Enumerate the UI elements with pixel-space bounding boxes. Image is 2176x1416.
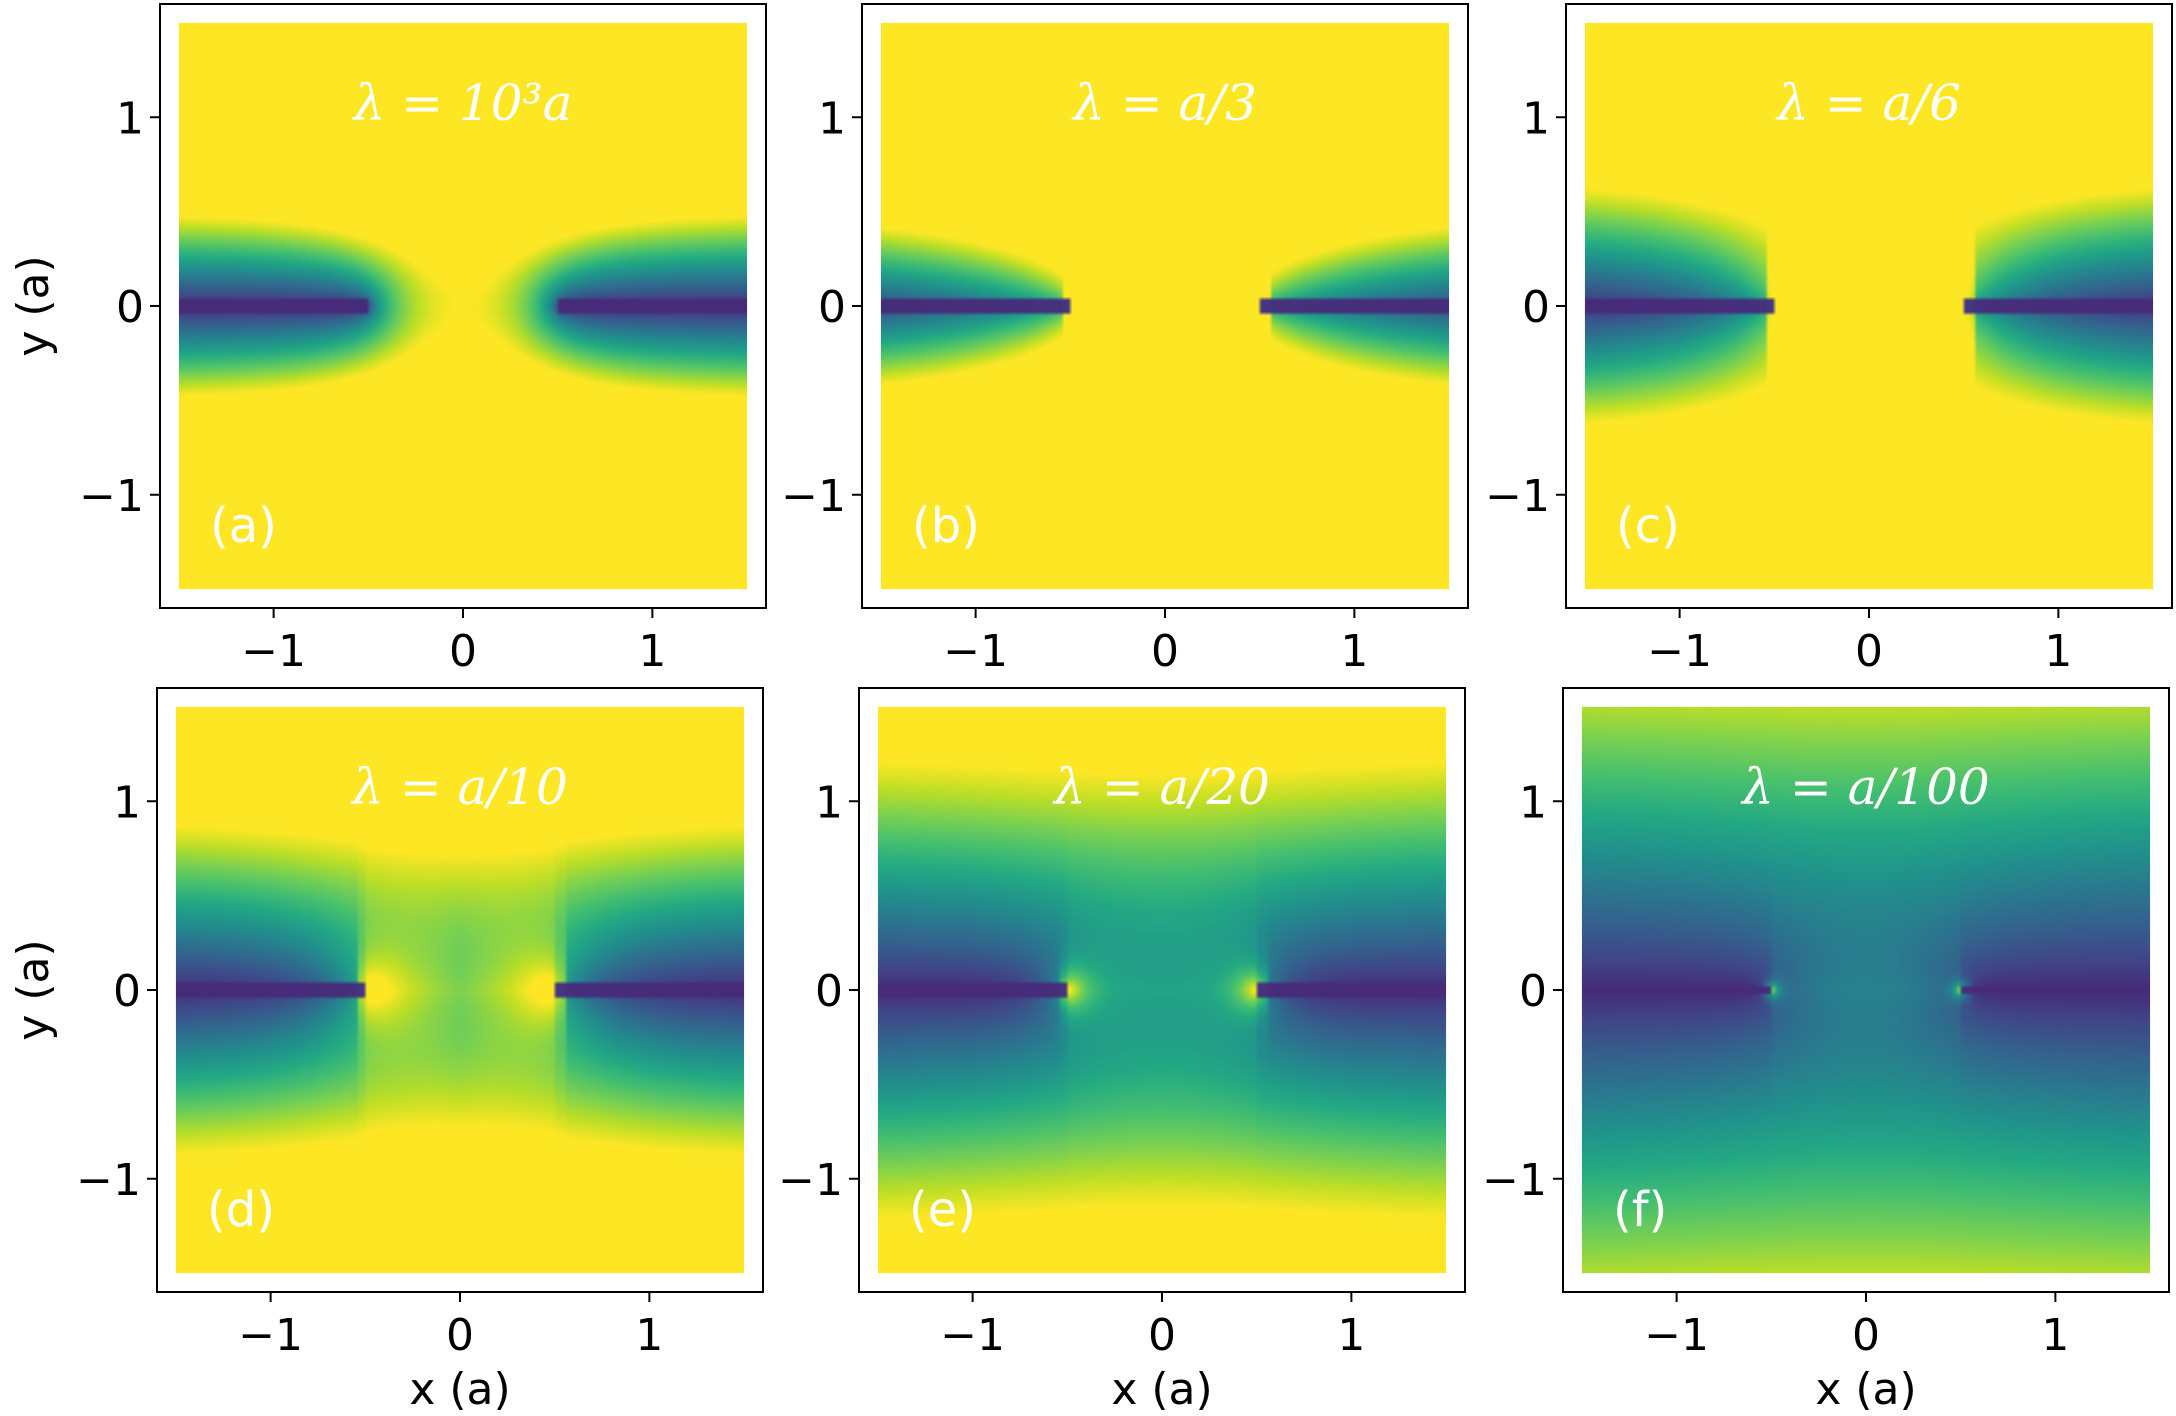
heatmap-image (178, 22, 748, 590)
x-tick-label: −1 (241, 626, 306, 677)
panel-e: −1 0 1 −1 0 1 λ = a/20 (e) x (a) (778, 687, 1466, 1415)
y-tick-label: 1 (815, 777, 843, 828)
x-axis-label: x (a) (1815, 1364, 1916, 1415)
panel-tag: (c) (1616, 498, 1680, 554)
heatmap-image (175, 706, 745, 1274)
y-tick-label: −1 (778, 1155, 843, 1206)
y-tick-label: 0 (815, 966, 843, 1017)
y-tick-label: −1 (781, 471, 846, 522)
panel-title: λ = 10³a (352, 74, 573, 132)
y-tick-label: −1 (1485, 471, 1550, 522)
y-tick-label: 0 (113, 966, 141, 1017)
y-tick-label: 0 (818, 282, 846, 333)
x-tick-label: 0 (1151, 626, 1179, 677)
y-tick-label: 0 (1522, 282, 1550, 333)
y-tick-label: −1 (1482, 1155, 1547, 1206)
y-axis-label: y (a) (8, 939, 59, 1040)
x-tick-label: 0 (1852, 1310, 1880, 1361)
heatmap-image (880, 22, 1450, 590)
panel-a: −1 0 1 −1 0 1 λ = 10³a (a) y (a) (8, 3, 767, 677)
panel-f: −1 0 1 −1 0 1 λ = a/100 (f) x (a) (1482, 687, 2170, 1415)
x-tick-label: −1 (943, 626, 1008, 677)
x-tick-label: 1 (2041, 1310, 2069, 1361)
x-tick-label: 1 (638, 626, 666, 677)
y-tick-label: 1 (818, 93, 846, 144)
x-tick-label: 0 (449, 626, 477, 677)
heatmap-image (1584, 22, 2154, 590)
y-tick-label: 1 (1522, 93, 1550, 144)
x-axis-label: x (a) (409, 1364, 510, 1415)
y-tick-label: 1 (116, 93, 144, 144)
panel-tag: (b) (912, 498, 980, 554)
panel-title: λ = a/6 (1775, 74, 1961, 132)
x-tick-label: −1 (1644, 1310, 1709, 1361)
x-tick-label: 1 (635, 1310, 663, 1361)
panel-c: −1 0 1 −1 0 1 λ = a/6 (c) (1485, 3, 2173, 677)
heatmap-image (877, 706, 1447, 1274)
x-tick-label: 0 (1855, 626, 1883, 677)
panel-title: λ = a/20 (1052, 758, 1270, 816)
y-tick-label: −1 (79, 471, 144, 522)
x-tick-label: 0 (446, 1310, 474, 1361)
panel-d: −1 0 1 −1 0 1 λ = a/10 (d) y (a) x (a) (8, 687, 764, 1415)
y-tick-label: 1 (113, 777, 141, 828)
panel-tag: (d) (207, 1182, 275, 1238)
x-tick-label: −1 (940, 1310, 1005, 1361)
y-tick-label: 0 (116, 282, 144, 333)
panel-b: −1 0 1 −1 0 1 λ = a/3 (b) (781, 3, 1469, 677)
panel-tag: (e) (909, 1182, 976, 1238)
x-tick-label: 0 (1148, 1310, 1176, 1361)
x-tick-label: 1 (1337, 1310, 1365, 1361)
x-tick-label: −1 (238, 1310, 303, 1361)
x-tick-label: 1 (1340, 626, 1368, 677)
panel-title: λ = a/3 (1071, 74, 1257, 132)
y-axis-label: y (a) (8, 255, 59, 356)
panel-title: λ = a/10 (350, 758, 568, 816)
y-tick-label: −1 (76, 1155, 141, 1206)
y-tick-label: 1 (1519, 777, 1547, 828)
y-tick-label: 0 (1519, 966, 1547, 1017)
panel-tag: (f) (1613, 1182, 1667, 1238)
heatmap-image (1581, 706, 2151, 1274)
x-axis-label: x (a) (1111, 1364, 1212, 1415)
panel-tag: (a) (210, 498, 277, 554)
x-tick-label: −1 (1647, 626, 1712, 677)
x-tick-label: 1 (2044, 626, 2072, 677)
panel-title: λ = a/100 (1740, 758, 1989, 816)
